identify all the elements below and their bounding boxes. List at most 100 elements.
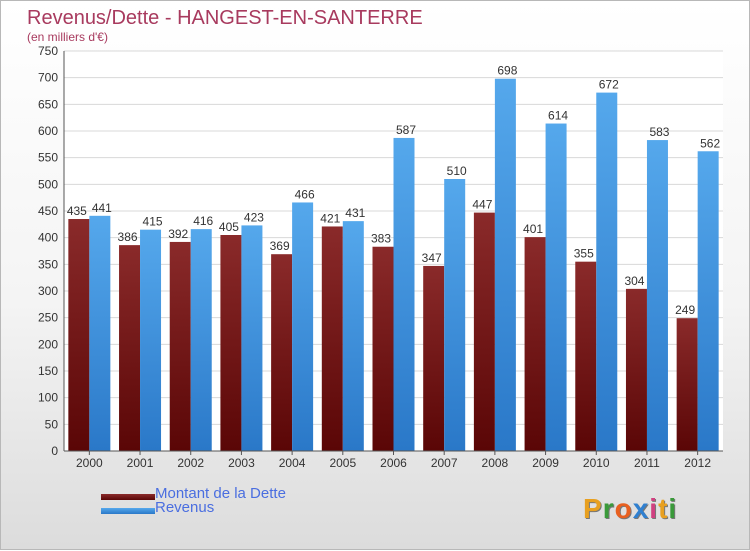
x-tick-label: 2002 (177, 456, 204, 470)
data-label-dette: 421 (320, 211, 340, 225)
y-tick-label: 0 (51, 444, 58, 458)
x-tick-label: 2001 (127, 456, 154, 470)
x-tick-label: 2011 (634, 456, 660, 470)
bar-revenus (140, 229, 162, 451)
bar-dette (473, 212, 495, 451)
legend-label-dette: Montant de la Dette (155, 485, 286, 502)
y-tick-label: 100 (38, 391, 58, 405)
bar-revenus (494, 78, 516, 451)
legend-label-revenus: Revenus (155, 499, 215, 516)
bar-revenus (89, 215, 111, 451)
data-label-dette: 405 (219, 220, 239, 234)
bars (68, 78, 719, 452)
logo-letter: i (649, 493, 659, 524)
x-tick-label: 2007 (431, 456, 458, 470)
data-label-dette: 447 (472, 198, 492, 212)
bar-dette (68, 219, 90, 451)
y-tick-label: 600 (38, 124, 58, 138)
data-label-revenus: 698 (497, 64, 517, 78)
y-tick-label: 50 (45, 417, 59, 431)
data-label-revenus: 583 (649, 125, 669, 139)
y-tick-label: 300 (38, 284, 58, 298)
data-label-revenus: 431 (345, 206, 365, 220)
x-tick-label: 2005 (329, 456, 356, 470)
data-label-revenus: 466 (295, 187, 315, 201)
y-tick-label: 700 (38, 71, 58, 85)
bar-revenus (393, 137, 415, 451)
proxiti-logo: Proxiti (583, 493, 677, 525)
data-label-revenus: 441 (92, 201, 112, 215)
y-tick-label: 250 (38, 311, 58, 325)
data-label-dette: 383 (371, 232, 391, 246)
x-tick-label: 2008 (482, 456, 509, 470)
data-label-dette: 347 (422, 251, 442, 265)
logo-letter: i (668, 493, 678, 524)
data-label-revenus: 423 (244, 210, 264, 224)
bar-dette (220, 235, 242, 451)
data-label-revenus: 562 (700, 136, 720, 150)
bar-revenus (241, 225, 263, 451)
x-tick-label: 2012 (684, 456, 711, 470)
bar-dette (423, 265, 445, 451)
bar-revenus (292, 202, 314, 451)
data-label-revenus: 510 (447, 164, 467, 178)
bar-dette (575, 261, 597, 451)
chart-title: Revenus/Dette - HANGEST-EN-SANTERRE (27, 7, 423, 29)
y-tick-label: 750 (38, 44, 58, 58)
logo-letter: P (583, 493, 603, 524)
bar-revenus (444, 179, 466, 451)
legend-swatch-dette (101, 494, 155, 500)
data-label-dette: 249 (675, 303, 695, 317)
bar-revenus (545, 123, 567, 452)
bar-revenus (190, 229, 212, 451)
x-tick-label: 2010 (583, 456, 610, 470)
data-label-dette: 304 (624, 274, 644, 288)
y-tick-label: 650 (38, 97, 58, 111)
logo-letter: o (614, 493, 633, 524)
bar-revenus (646, 140, 668, 452)
bar-dette (271, 254, 293, 451)
bar-dette (169, 241, 191, 451)
logo-letter: t (658, 493, 669, 524)
y-tick-label: 550 (38, 151, 58, 165)
x-tick-label: 2006 (380, 456, 407, 470)
y-tick-label: 500 (38, 177, 58, 191)
logo-letter: r (602, 493, 615, 524)
data-label-revenus: 415 (143, 215, 163, 229)
bar-dette (676, 318, 698, 451)
x-tick-label: 2000 (76, 456, 103, 470)
bar-revenus (342, 221, 364, 451)
x-tick-label: 2004 (279, 456, 306, 470)
data-label-dette: 401 (523, 222, 543, 236)
x-tick-label: 2003 (228, 456, 255, 470)
data-label-revenus: 672 (599, 78, 619, 92)
y-tick-label: 350 (38, 257, 58, 271)
data-label-revenus: 614 (548, 109, 568, 123)
x-tick-label: 2009 (532, 456, 559, 470)
bar-revenus (596, 92, 618, 451)
y-tick-label: 400 (38, 231, 58, 245)
chart-subtitle: (en milliers d'€) (27, 30, 108, 44)
y-tick-label: 200 (38, 337, 58, 351)
data-label-dette: 435 (67, 204, 87, 218)
y-tick-label: 450 (38, 204, 58, 218)
data-label-revenus: 587 (396, 123, 416, 137)
data-label-dette: 386 (118, 230, 138, 244)
logo-letter: x (632, 493, 650, 524)
data-label-dette: 392 (168, 227, 188, 241)
bar-dette (321, 226, 343, 451)
bar-revenus (697, 151, 719, 451)
data-label-dette: 369 (270, 239, 290, 253)
bar-dette (119, 245, 141, 451)
data-label-revenus: 416 (193, 214, 213, 228)
bar-dette (524, 237, 546, 451)
bar-dette (625, 288, 647, 451)
bar-dette (372, 246, 394, 451)
axes: 0 50 100 150 200 250 300 350 400 450 500 550 600 650 7… (38, 44, 723, 470)
data-labels: 435 441 386 415 392 416 405 423 369 466 421 431 383 5… (67, 64, 721, 317)
legend-swatch-revenus (101, 508, 155, 514)
data-label-dette: 355 (574, 247, 594, 261)
y-tick-label: 150 (38, 364, 58, 378)
